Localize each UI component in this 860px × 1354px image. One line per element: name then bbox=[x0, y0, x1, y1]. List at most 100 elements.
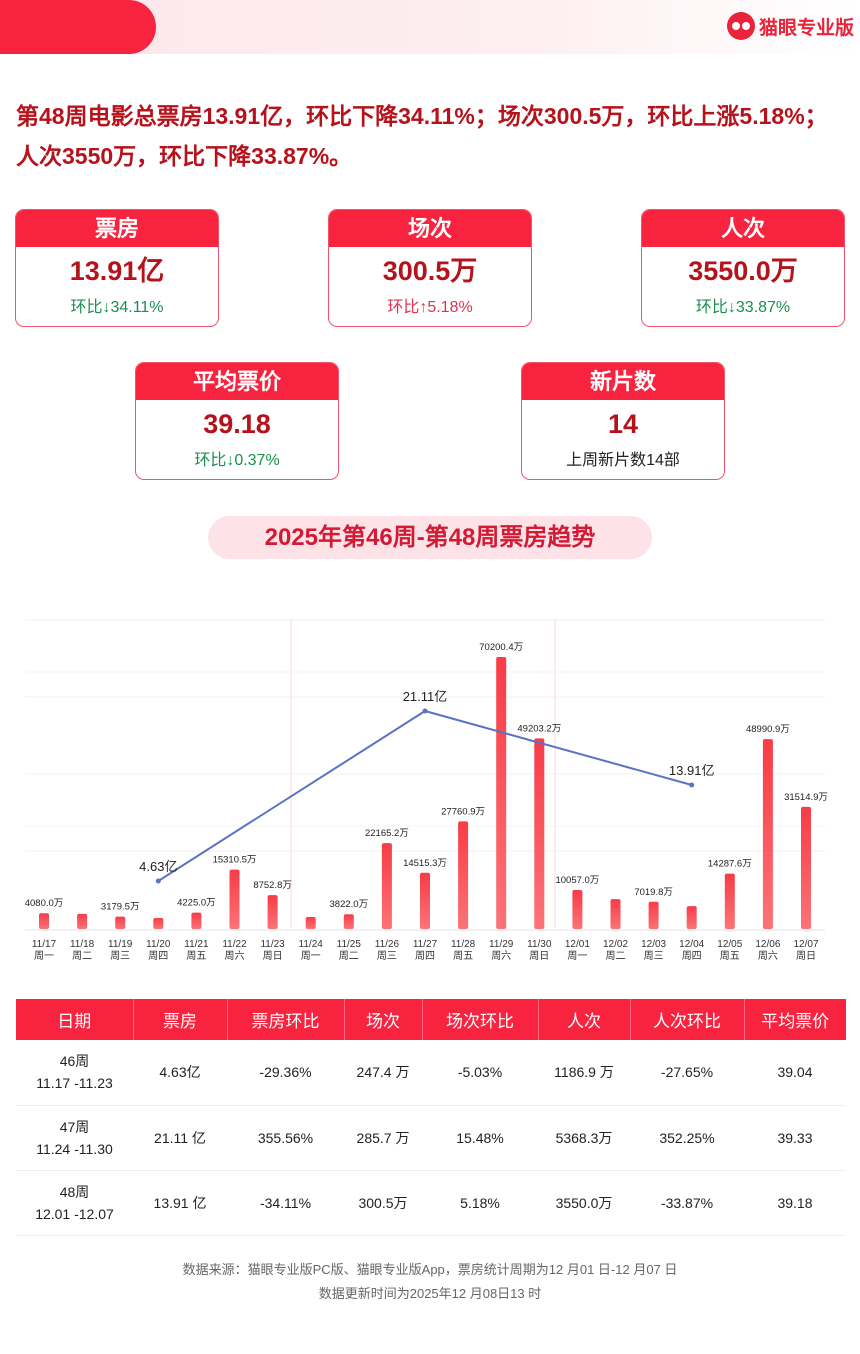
date-range: 11.24 -11.30 bbox=[36, 1140, 113, 1157]
x-tick-date: 11/27 bbox=[413, 939, 438, 950]
cell-admissions-change: 352.25% bbox=[630, 1105, 744, 1171]
bar-value-label: 8752.8万 bbox=[253, 880, 292, 891]
bar-11/20 bbox=[153, 917, 164, 929]
x-tick-date: 11/26 bbox=[375, 939, 400, 950]
col-header-shows: 场次 bbox=[344, 999, 423, 1040]
line-point bbox=[689, 782, 695, 788]
x-tick-weekday: 周五 bbox=[453, 950, 473, 962]
bar-11/24 bbox=[305, 916, 316, 929]
card-change: 上周新片数14部 bbox=[566, 452, 680, 469]
bar-value-label: 4080.0万 bbox=[25, 898, 64, 909]
maoyan-logo: 猫眼专业版 bbox=[726, 12, 854, 40]
bar-12/05 bbox=[724, 873, 735, 929]
x-tick-date: 11/30 bbox=[527, 939, 552, 950]
bar-11/22 bbox=[229, 869, 240, 929]
x-tick-date: 12/01 bbox=[565, 939, 590, 950]
x-tick-date: 12/03 bbox=[641, 939, 666, 950]
card-title: 场次 bbox=[329, 210, 531, 247]
x-tick-weekday: 周四 bbox=[415, 950, 435, 962]
card-change: 环比↓34.11% bbox=[70, 299, 164, 316]
x-tick-date: 11/20 bbox=[146, 939, 171, 950]
bar-12/06 bbox=[762, 739, 773, 929]
x-tick-date: 11/18 bbox=[70, 939, 95, 950]
bar-value-label: 3822.0万 bbox=[330, 899, 369, 910]
x-tick-date: 11/19 bbox=[108, 939, 133, 950]
x-tick-weekday: 周日 bbox=[529, 950, 549, 962]
line-point bbox=[422, 708, 428, 714]
cell-shows-change: 5.18% bbox=[422, 1170, 538, 1236]
bar-12/01 bbox=[572, 890, 583, 929]
line-point-label: 13.91亿 bbox=[669, 763, 715, 778]
cell-shows: 285.7 万 bbox=[344, 1105, 422, 1171]
x-tick-weekday: 周二 bbox=[339, 950, 359, 962]
weekly-summary-table: 日期 票房 票房环比 场次 场次环比 人次 人次环比 平均票价 46周 11.17… bbox=[16, 999, 846, 1236]
table-header-row: 日期 票房 票房环比 场次 场次环比 人次 人次环比 平均票价 bbox=[16, 999, 846, 1040]
cell-admissions-change: -33.87% bbox=[630, 1170, 744, 1236]
card-avg-price: 平均票价 39.18 环比↓0.37% bbox=[135, 362, 339, 480]
card-box-office: 票房 13.91亿 环比↓34.11% bbox=[15, 209, 219, 327]
bar-12/02 bbox=[610, 899, 621, 929]
x-tick-weekday: 周三 bbox=[377, 950, 397, 962]
line-point-label: 21.11亿 bbox=[403, 689, 448, 704]
col-header-box-change: 票房环比 bbox=[227, 999, 345, 1040]
bar-value-label: 49203.2万 bbox=[517, 723, 561, 734]
cell-date: 47周 11.24 -11.30 bbox=[16, 1105, 133, 1171]
cell-box-change: 355.56% bbox=[227, 1105, 344, 1171]
cell-date: 48周 12.01 -12.07 bbox=[16, 1170, 133, 1236]
x-tick-weekday: 周一 bbox=[301, 950, 321, 962]
card-admissions: 人次 3550.0万 环比↓33.87% bbox=[641, 209, 845, 327]
col-header-admissions-change: 人次环比 bbox=[630, 999, 745, 1040]
bar-value-label: 4225.0万 bbox=[177, 898, 216, 909]
chart-x-axis: 11/17周一11/18周二11/19周三11/20周四11/21周五11/22… bbox=[32, 939, 819, 962]
x-tick-weekday: 周日 bbox=[796, 950, 816, 962]
week-label: 46周 bbox=[59, 1053, 90, 1070]
cell-box-change: -29.36% bbox=[227, 1040, 344, 1106]
card-title: 票房 bbox=[16, 210, 218, 247]
cell-box-office: 13.91 亿 bbox=[133, 1170, 227, 1236]
cat-face-icon bbox=[726, 12, 755, 40]
week-label: 47周 bbox=[59, 1118, 90, 1135]
bar-11/18 bbox=[77, 913, 88, 929]
line-point-label: 4.63亿 bbox=[139, 859, 177, 874]
table-row: 46周 11.17 -11.23 4.63亿 -29.36% 247.4 万 -5… bbox=[16, 1040, 846, 1106]
x-tick-date: 11/29 bbox=[489, 939, 514, 950]
cell-admissions: 3550.0万 bbox=[538, 1170, 630, 1236]
x-tick-weekday: 周四 bbox=[682, 950, 702, 962]
bar-11/25 bbox=[343, 914, 354, 929]
cell-admissions: 5368.3万 bbox=[538, 1105, 630, 1171]
update-time-text: 数据更新时间为2025年12 月08日13 时 bbox=[318, 1286, 542, 1301]
x-tick-date: 11/17 bbox=[32, 939, 57, 950]
card-new-films: 新片数 14 上周新片数14部 bbox=[521, 362, 725, 480]
date-range: 12.01 -12.07 bbox=[35, 1205, 114, 1222]
x-tick-date: 11/21 bbox=[184, 939, 209, 950]
x-tick-weekday: 周五 bbox=[720, 950, 740, 962]
chart-title: 2025年第46周-第48周票房趋势 bbox=[208, 516, 652, 559]
bar-11/29 bbox=[496, 657, 507, 929]
x-tick-weekday: 周五 bbox=[186, 950, 206, 962]
footer-note: 数据来源：猫眼专业版PC版、猫眼专业版App，票房统计周期为12 月01 日-1… bbox=[0, 1258, 860, 1306]
cell-admissions: 1186.9 万 bbox=[538, 1040, 630, 1106]
x-tick-date: 11/24 bbox=[299, 939, 324, 950]
bar-11/23 bbox=[267, 895, 278, 929]
chart-weekly-line: 4.63亿 21.11亿 13.91亿 bbox=[139, 689, 714, 884]
cell-shows-change: 15.48% bbox=[422, 1105, 538, 1171]
col-header-box-office: 票房 bbox=[133, 999, 228, 1040]
x-tick-date: 11/25 bbox=[337, 939, 362, 950]
card-value: 3550.0万 bbox=[688, 256, 798, 286]
x-tick-weekday: 周一 bbox=[34, 950, 54, 962]
cell-box-office: 21.11 亿 bbox=[133, 1105, 227, 1171]
bar-11/30 bbox=[534, 738, 545, 929]
bar-value-label: 31514.9万 bbox=[784, 792, 828, 803]
col-header-admissions: 人次 bbox=[538, 999, 631, 1040]
cell-shows-change: -5.03% bbox=[422, 1040, 538, 1106]
x-tick-date: 12/05 bbox=[717, 939, 742, 950]
bar-value-label: 14287.6万 bbox=[708, 859, 752, 870]
card-change: 环比↓33.87% bbox=[695, 299, 791, 316]
bar-12/04 bbox=[686, 906, 697, 929]
bar-12/03 bbox=[648, 901, 659, 929]
x-tick-weekday: 周二 bbox=[72, 950, 92, 962]
card-shows: 场次 300.5万 环比↑5.18% bbox=[328, 209, 532, 327]
x-tick-weekday: 周四 bbox=[148, 950, 168, 962]
bar-11/26 bbox=[381, 843, 392, 929]
bar-value-label: 7019.8万 bbox=[634, 887, 673, 898]
